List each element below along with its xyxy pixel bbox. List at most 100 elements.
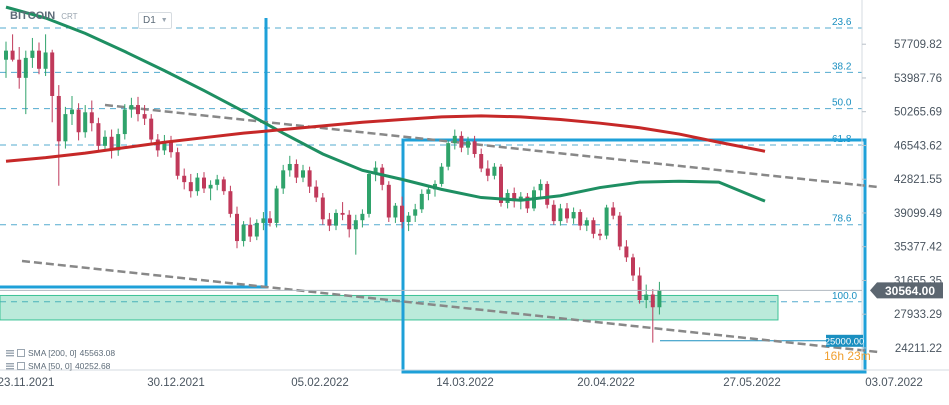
candle <box>353 214 358 255</box>
candle <box>360 209 365 228</box>
candle-body <box>466 141 470 148</box>
visibility-icon[interactable] <box>17 349 25 357</box>
candle-body <box>43 52 48 69</box>
y-tick-label: 46543.62 <box>894 140 942 152</box>
candle <box>83 105 88 138</box>
sma-200-line <box>5 114 766 163</box>
legend-sma-50[interactable]: SMA [50, 0] 40252.68 <box>6 361 110 371</box>
candle-body <box>617 215 622 247</box>
candle-body <box>23 57 28 78</box>
candle <box>155 134 160 157</box>
candle-body <box>591 220 596 234</box>
candle <box>182 168 187 190</box>
candle <box>644 284 649 309</box>
candle <box>10 34 15 62</box>
candle <box>129 97 134 118</box>
candle-body <box>228 191 233 214</box>
indicator-icon <box>6 362 14 370</box>
candle <box>23 50 28 115</box>
candle-body <box>459 135 464 148</box>
candle <box>136 96 140 122</box>
y-tick-label: 27933.29 <box>894 309 942 321</box>
candle-body <box>512 193 517 202</box>
candle <box>380 163 385 191</box>
candle-body <box>287 163 292 171</box>
candle-body <box>307 170 312 187</box>
candle <box>334 209 338 231</box>
candle <box>261 212 266 231</box>
candle <box>149 114 154 144</box>
candle-body <box>136 105 140 115</box>
candle <box>485 160 490 182</box>
candle <box>406 212 411 232</box>
candle <box>624 240 629 262</box>
candle <box>241 221 246 247</box>
candle-body <box>96 123 101 146</box>
candle <box>56 85 61 186</box>
candle <box>235 206 239 249</box>
candle <box>459 131 464 153</box>
candle <box>50 49 55 123</box>
indicator-icon <box>6 349 14 357</box>
candle <box>598 229 602 241</box>
candle-body <box>650 294 655 308</box>
support-zone <box>0 294 779 321</box>
candle <box>551 200 556 225</box>
candle <box>122 104 127 140</box>
symbol-header[interactable]: BITCOIN CRT <box>10 10 78 22</box>
candle-body <box>215 179 220 185</box>
price-tag-text: 30564.00 <box>885 284 935 298</box>
candle-body <box>386 184 391 218</box>
candle <box>215 174 220 191</box>
candle <box>307 166 312 193</box>
fib-label-100.0: 100.0 <box>832 291 857 302</box>
candle-body <box>584 220 589 226</box>
candle-body <box>122 109 127 135</box>
candle-body <box>340 212 345 215</box>
candle-body <box>202 177 206 189</box>
candle <box>525 193 530 213</box>
candle <box>565 202 569 223</box>
candle-body <box>10 50 15 60</box>
candle-body <box>327 219 332 226</box>
candle <box>281 164 286 194</box>
candle <box>400 196 404 229</box>
candle <box>195 173 200 196</box>
candle-body <box>56 95 61 142</box>
candle <box>479 148 484 173</box>
x-tick-label: 27.05.2022 <box>723 377 781 389</box>
candle-body <box>281 170 286 189</box>
legend-sma-200[interactable]: SMA [200, 0] 45563.08 <box>6 348 115 358</box>
candle <box>43 34 48 77</box>
candle-body <box>347 214 352 230</box>
timeframe-value: D1 <box>143 15 156 26</box>
candle <box>228 185 233 218</box>
candle <box>314 180 319 203</box>
price-tag <box>870 282 943 299</box>
candle-body <box>142 114 147 119</box>
timeframe-select[interactable]: D1 ▼ <box>138 12 172 29</box>
candle-body <box>413 209 418 216</box>
candle <box>439 163 444 187</box>
x-tick-label: 23.11.2021 <box>0 377 54 389</box>
candle-body <box>419 193 424 210</box>
candle <box>70 95 74 125</box>
candle <box>4 41 8 78</box>
candle <box>631 253 635 281</box>
candle-body <box>76 109 81 133</box>
candle-body <box>109 136 114 151</box>
y-tick-label: 24211.22 <box>895 343 942 355</box>
fib-label-50.0: 50.0 <box>832 98 852 109</box>
y-tick-label: 57709.82 <box>894 39 942 51</box>
candle <box>103 130 107 151</box>
candle <box>188 173 193 198</box>
visibility-icon[interactable] <box>17 362 25 370</box>
x-tick-label: 30.12.2021 <box>147 377 205 389</box>
candle <box>287 155 292 177</box>
candle <box>76 103 81 141</box>
sma-200-value: 45563.08 <box>79 348 116 358</box>
fib-label-23.6: 23.6 <box>832 17 852 28</box>
y-tick-label: 42821.55 <box>894 174 942 186</box>
